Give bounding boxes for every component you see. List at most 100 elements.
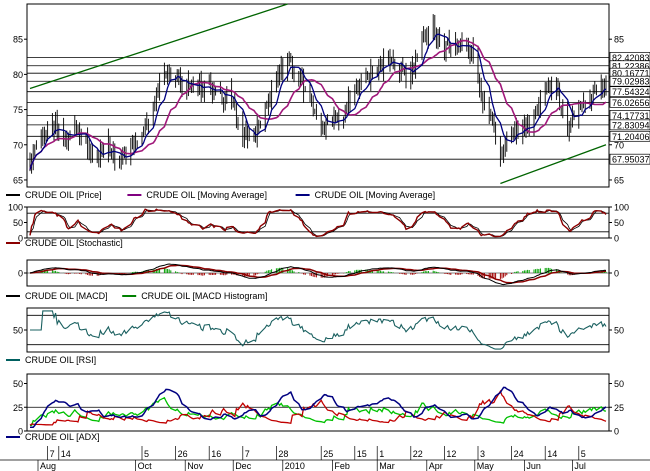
adx-panel: 0 0 25 25 50 50: [13, 373, 624, 437]
day-tick-label: 25: [323, 449, 333, 459]
stochastic-left-label: 100: [8, 203, 23, 213]
rsi-legend: CRUDE OIL [RSI]: [6, 355, 96, 365]
trend-line: [29, 3, 288, 90]
stochastic-right-label: 50: [614, 218, 624, 228]
day-tick-label: 22: [413, 449, 423, 459]
day-tick-label: 26: [178, 449, 188, 459]
level-value-box: [609, 75, 650, 87]
level-value-label: 79.02983: [612, 77, 650, 87]
adx-right-label: 50: [614, 379, 624, 389]
stochastic-k-line: [29, 208, 607, 238]
level-value-box: [609, 119, 650, 131]
day-tick-label: 3: [480, 449, 485, 459]
adx-left-label: 50: [13, 379, 23, 389]
rsi-frame: [26, 307, 610, 353]
day-tick-label: 15: [357, 449, 367, 459]
legend-label: CRUDE OIL [ADX]: [25, 432, 100, 442]
level-value-label: 77.54324: [612, 87, 650, 97]
day-tick-label: 28: [278, 449, 288, 459]
month-tick-label: Feb: [334, 461, 350, 471]
macd-right-label: 0: [614, 269, 619, 279]
legend-label: CRUDE OIL [MACD Histogram]: [141, 291, 267, 301]
price-panel: 82.4208381.2238680.1677179.0298377.54324…: [13, 3, 650, 188]
rsi-right-label: 50: [614, 326, 624, 336]
plus-di-line: [30, 396, 607, 426]
legend-label: CRUDE OIL [Moving Average]: [146, 190, 267, 200]
date-axis: 7 14 5 26 16 7 28 25 15 1 22 12 3 24 14 5 Aug Oct Nov Dec 20…: [0, 446, 650, 471]
macd-line: [29, 263, 607, 286]
macd-left-label: 0: [18, 269, 23, 279]
month-tick-label: Nov: [187, 461, 204, 471]
legend-label: CRUDE OIL [RSI]: [25, 355, 96, 365]
legend-label: CRUDE OIL [Stochastic]: [25, 238, 123, 248]
level-value-label: 76.02656: [612, 98, 650, 108]
stochastic-frame: [26, 206, 610, 239]
month-tick-label: Jul: [574, 461, 586, 471]
day-tick-label: 5: [581, 449, 586, 459]
day-tick-label: 16: [211, 449, 221, 459]
stochastic-legend: CRUDE OIL [Stochastic]: [6, 238, 123, 248]
month-tick-label: Oct: [138, 461, 153, 471]
level-value-label: 74.17731: [612, 111, 650, 121]
adx-right-label: 0: [614, 427, 619, 437]
price-left-label: 65: [13, 175, 23, 185]
level-value-label: 67.95037: [612, 155, 650, 165]
day-tick-label: 5: [144, 449, 149, 459]
stochastic-left-label: 50: [13, 218, 23, 228]
price-left-label: 75: [13, 105, 23, 115]
trend-line: [500, 144, 607, 185]
level-value-label: 80.16771: [612, 69, 650, 79]
rsi-left-label: 50: [13, 326, 23, 336]
adx-right-label: 25: [614, 403, 624, 413]
adx-legend: CRUDE OIL [ADX]: [6, 432, 100, 442]
day-tick-label: 7: [245, 449, 250, 459]
price-left-label: 85: [13, 35, 23, 45]
day-tick-label: 12: [446, 449, 456, 459]
month-tick-label: Mar: [379, 461, 395, 471]
price-right-label: 65: [614, 175, 624, 185]
month-tick-label: Aug: [40, 461, 56, 471]
stochastic-panel: 0 0 50 50 100 100: [8, 203, 629, 244]
price-legend: CRUDE OIL [Price] CRUDE OIL [Moving Avera…: [6, 190, 435, 200]
adx-line: [30, 386, 607, 428]
month-tick-label: Jun: [526, 461, 541, 471]
price-left-label: 70: [13, 140, 23, 150]
adx-left-label: 0: [18, 427, 23, 437]
moving-average-line: [29, 39, 607, 170]
month-tick-label: 2010: [285, 461, 305, 471]
level-value-label: 72.83094: [612, 120, 650, 130]
rsi-panel: 50 50: [13, 307, 624, 353]
price-left-label: 80: [13, 70, 23, 80]
moving-average-line: [29, 33, 607, 170]
legend-label: CRUDE OIL [Price]: [25, 190, 102, 200]
adx-left-label: 25: [13, 403, 23, 413]
month-tick-label: Apr: [429, 461, 443, 471]
macd-legend: CRUDE OIL [MACD] CRUDE OIL [MACD Histogra…: [6, 291, 267, 301]
day-tick-label: 7: [50, 449, 55, 459]
month-tick-label: May: [477, 461, 495, 471]
stochastic-right-label: 100: [614, 203, 629, 213]
legend-label: CRUDE OIL [MACD]: [25, 291, 108, 301]
stochastic-right-label: 0: [614, 234, 619, 244]
day-tick-label: 24: [514, 449, 524, 459]
level-value-label: 81.22386: [612, 61, 650, 71]
level-value-box: [609, 97, 650, 108]
level-value-label: 71.20406: [612, 132, 650, 142]
price-right-label: 70: [614, 140, 624, 150]
level-value-box: [609, 153, 650, 165]
minus-di-line: [29, 389, 607, 426]
day-tick-label: 1: [379, 449, 384, 459]
legend-label: CRUDE OIL [Moving Average]: [315, 190, 436, 200]
price-right-label: 85: [614, 35, 624, 45]
level-value-box: [609, 86, 650, 98]
level-value-label: 82.42083: [612, 53, 650, 63]
date-axis-background: [0, 446, 650, 471]
day-tick-label: 14: [61, 449, 71, 459]
day-tick-label: 14: [547, 449, 557, 459]
rsi-line: [30, 310, 607, 350]
level-value-box: [609, 130, 650, 142]
month-tick-label: Dec: [235, 461, 252, 471]
stochastic-left-label: 0: [18, 234, 23, 244]
